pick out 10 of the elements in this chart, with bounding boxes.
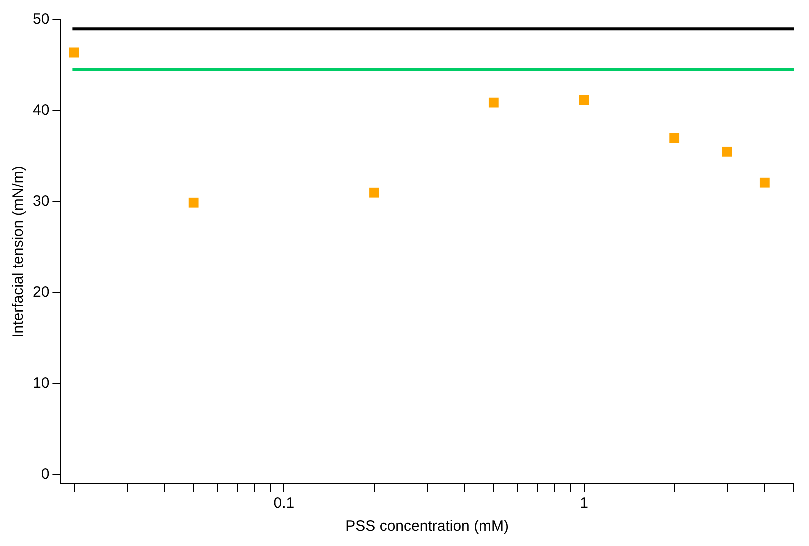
- y-tick-label: 20: [32, 284, 50, 302]
- x-axis-title: PSS concentration (mM): [346, 518, 510, 536]
- y-tick-label: 10: [32, 375, 50, 392]
- y-tick-label: 30: [32, 193, 50, 210]
- y-tick-label: 0: [41, 466, 50, 484]
- y-axis-title: Interfacial tension (mN/m): [10, 166, 28, 338]
- x-tick-label: 1: [580, 495, 588, 512]
- y-tick-label: 50: [32, 11, 50, 28]
- y-tick-label: 40: [32, 102, 50, 120]
- x-tick-label: 0.1: [274, 495, 295, 512]
